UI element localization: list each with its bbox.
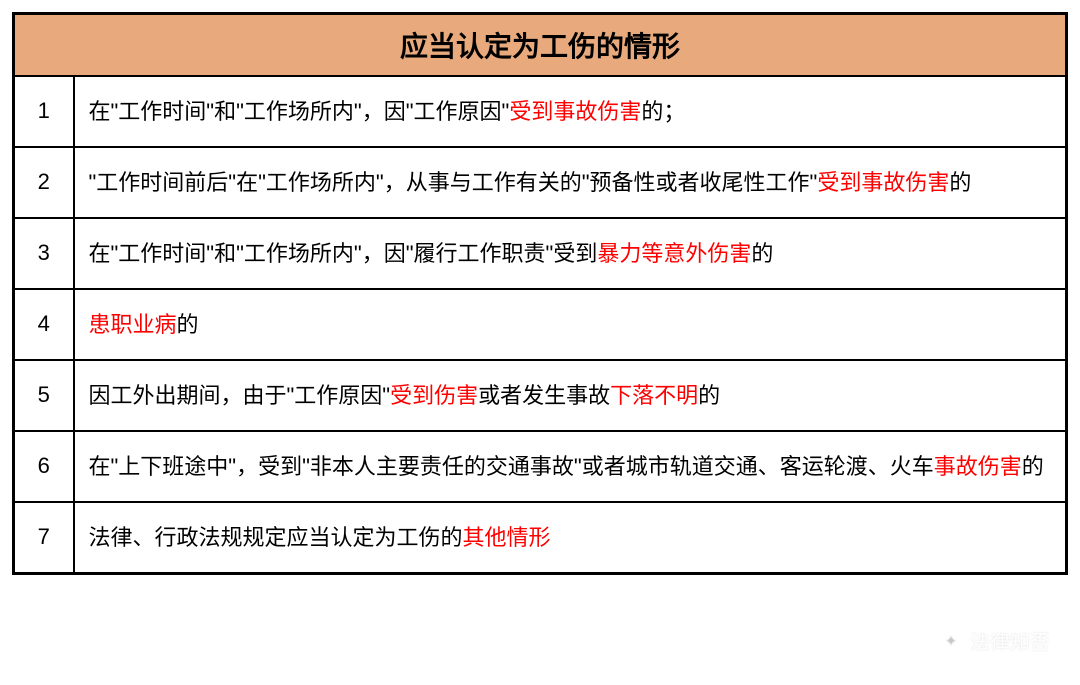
row-content: 在"工作时间"和"工作场所内"，因"履行工作职责"受到暴力等意外伤害的: [74, 218, 1067, 289]
watermark-text: 法律知否: [970, 626, 1050, 655]
work-injury-table: 应当认定为工伤的情形 1在"工作时间"和"工作场所内"，因"工作原因"受到事故伤…: [12, 12, 1068, 575]
row-number: 2: [14, 147, 74, 218]
row-content: 在"上下班途中"，受到"非本人主要责任的交通事故"或者城市轨道交通、客运轮渡、火…: [74, 431, 1067, 502]
highlight-text: 受到事故伤害: [817, 170, 949, 195]
row-content: 法律、行政法规规定应当认定为工伤的其他情形: [74, 502, 1067, 574]
normal-text: 在"工作时间"和"工作场所内"，因"履行工作职责"受到: [89, 241, 598, 266]
row-number: 1: [14, 76, 74, 147]
table-body: 1在"工作时间"和"工作场所内"，因"工作原因"受到事故伤害的；2"工作时间前后…: [14, 76, 1067, 574]
normal-text: 的: [698, 383, 720, 408]
highlight-text: 患职业病: [89, 312, 177, 337]
row-number: 7: [14, 502, 74, 574]
normal-text: 的: [949, 170, 971, 195]
normal-text: 在"工作时间"和"工作场所内"，因"工作原因": [89, 99, 510, 124]
table-row: 1在"工作时间"和"工作场所内"，因"工作原因"受到事故伤害的；: [14, 76, 1067, 147]
row-number: 3: [14, 218, 74, 289]
row-number: 4: [14, 289, 74, 360]
table-row: 7法律、行政法规规定应当认定为工伤的其他情形: [14, 502, 1067, 574]
table-row: 6 在"上下班途中"，受到"非本人主要责任的交通事故"或者城市轨道交通、客运轮渡、…: [14, 431, 1067, 502]
row-content: 在"工作时间"和"工作场所内"，因"工作原因"受到事故伤害的；: [74, 76, 1067, 147]
table-row: 3在"工作时间"和"工作场所内"，因"履行工作职责"受到暴力等意外伤害的: [14, 218, 1067, 289]
normal-text: 的: [177, 312, 199, 337]
normal-text: 的: [1022, 454, 1044, 479]
row-number: 5: [14, 360, 74, 431]
highlight-text: 受到伤害: [390, 383, 478, 408]
table-title: 应当认定为工伤的情形: [14, 14, 1067, 76]
row-content: 因工外出期间，由于"工作原因"受到伤害或者发生事故下落不明的: [74, 360, 1067, 431]
normal-text: "工作时间前后"在"工作场所内"，从事与工作有关的"预备性或者收尾性工作": [89, 170, 818, 195]
highlight-text: 下落不明: [610, 383, 698, 408]
highlight-text: 暴力等意外伤害: [597, 241, 751, 266]
normal-text: 因工外出期间，由于"工作原因": [89, 383, 391, 408]
table-row: 2"工作时间前后"在"工作场所内"，从事与工作有关的"预备性或者收尾性工作"受到…: [14, 147, 1067, 218]
highlight-text: 其他情形: [463, 525, 551, 550]
highlight-text: 事故伤害: [934, 454, 1022, 479]
normal-text: 的: [751, 241, 773, 266]
watermark: ✦ 法律知否: [938, 626, 1050, 655]
normal-text: 或者发生事故: [478, 383, 610, 408]
row-content: "工作时间前后"在"工作场所内"，从事与工作有关的"预备性或者收尾性工作"受到事…: [74, 147, 1067, 218]
row-content: 患职业病的: [74, 289, 1067, 360]
row-number: 6: [14, 431, 74, 502]
highlight-text: 受到事故伤害: [509, 99, 641, 124]
normal-text: 法律、行政法规规定应当认定为工伤的: [89, 525, 463, 550]
normal-text: 在"上下班途中"，受到"非本人主要责任的交通事故"或者城市轨道交通、客运轮渡、火…: [89, 454, 934, 479]
table-row: 4患职业病的: [14, 289, 1067, 360]
normal-text: 的；: [641, 99, 685, 124]
table-row: 5因工外出期间，由于"工作原因"受到伤害或者发生事故下落不明的: [14, 360, 1067, 431]
watermark-icon: ✦: [938, 628, 964, 654]
